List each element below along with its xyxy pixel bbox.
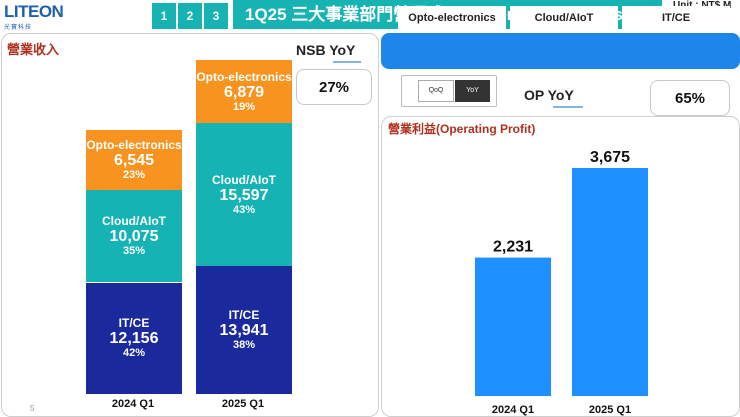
op-value-label-2025-q1: 3,675 [590,149,630,166]
tab-2[interactable]: 2 [178,3,202,29]
tab-3[interactable]: 3 [204,3,228,29]
segment-percent-label: 35% [122,245,146,258]
operating-profit-chart: 2,231 2024 Q1 3,675 2025 Q1 [475,149,648,416]
segment-name-label: IT/CE [228,308,260,323]
tab-opto-electronics[interactable]: Opto-electronics [398,6,506,30]
segment-name-label: Opto-electronics [86,138,182,153]
op-x-label-2025-q1: 2025 Q1 [589,404,631,416]
op-x-label-2024-q1: 2024 Q1 [492,404,534,416]
qoq-button[interactable]: QoQ [418,80,454,102]
yoy-button[interactable]: YoY [455,80,490,102]
revenue-x-label-2024: 2024 Q1 [111,398,155,410]
logo-subtext: 光寶科技 [4,25,33,31]
operating-profit-title: 營業利益(Operating Profit) [388,122,536,136]
bar-opto-electronics-2025-q1: Opto-electronics 6,879 19% [196,60,292,124]
liteon-logo: LITEON 光寶科技 [4,3,66,33]
segment-name-label: Opto-electronics [196,69,292,84]
revenue-x-label-2025: 2025 Q1 [221,398,265,410]
segment-percent-label: 19% [232,100,256,113]
segment-value-label: 13,941 [219,322,269,340]
segment-value-label: 6,545 [113,152,155,170]
segment-name-label: Cloud/AIoT [212,172,276,187]
tab-cloud-aiot[interactable]: Cloud/AIoT [510,6,618,30]
segment-percent-label: 23% [122,169,146,182]
op-value-label-2024-q1: 2,231 [493,239,533,256]
segment-percent-label: 43% [232,203,256,216]
nsb-yoy-value: 27% [296,69,372,105]
op-underline [553,106,583,108]
segment-value-label: 10,075 [109,228,159,246]
bar-itce-2025-q1: IT/CE 13,941 38% [196,266,292,394]
revenue-title: 營業收入 [7,42,60,57]
bar-opto-electronics-2024-q1: Opto-electronics 6,545 23% [86,130,182,191]
segment-percent-label: 38% [232,339,256,352]
bar-cloud-aiot-2024-q1: Cloud/AIoT 10,075 35% [86,190,182,283]
bar-itce-2024-q1: IT/CE 12,156 42% [86,282,182,394]
bar-cloud-aiot-2025-q1: Cloud/AIoT 15,597 43% [196,123,292,267]
segment-percent-label: 42% [122,347,146,360]
logo-text: LITEON [4,2,64,21]
unit-label: Unit : NT$ M [673,0,731,11]
tab-it-ce[interactable]: IT/CE [622,6,730,30]
op-bar-2025-q1 [572,168,648,396]
op-yoy-value: 65% [650,80,730,116]
segment-value-label: 12,156 [109,330,159,348]
op-bar-2024-q1 [475,257,551,396]
tab-1[interactable]: 1 [152,3,176,29]
segment-value-label: 15,597 [219,186,269,204]
segment-name-label: IT/CE [118,316,150,331]
segment-name-label: Cloud/AIoT [102,214,166,229]
nsb-yoy-label: NSB YoY [296,42,356,58]
nsb-underline [333,61,361,63]
segment-tabs [381,33,740,69]
op-yoy-label: OP YoY [524,87,574,103]
segment-value-label: 6,879 [223,83,265,101]
page-number: 5 [30,404,35,413]
